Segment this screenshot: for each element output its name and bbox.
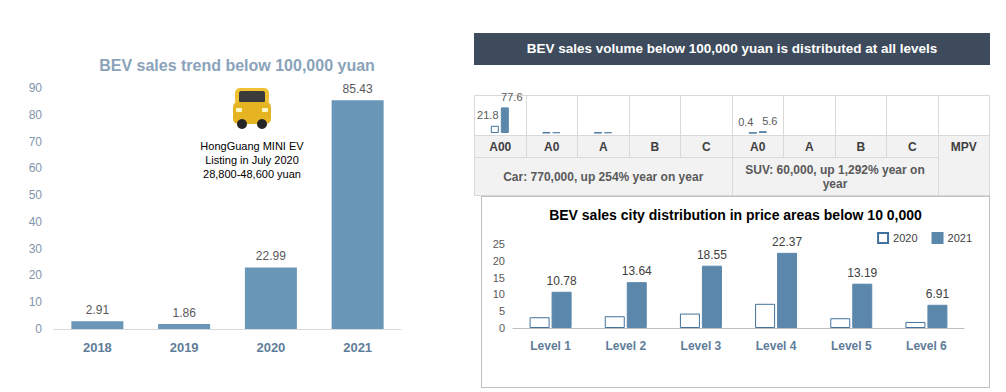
svg-text:2020: 2020 [893,232,917,244]
svg-text:Level 6: Level 6 [906,339,947,353]
svg-text:30: 30 [29,242,43,256]
svg-text:Level 5: Level 5 [831,339,872,353]
svg-text:Level 1: Level 1 [530,339,571,353]
html-text:Car: 770,000, up 254% year on: Car: 770,000, up 254% year on year [503,169,704,184]
svg-text:25: 25 [493,238,505,250]
svg-text:Level 4: Level 4 [756,339,797,353]
svg-text:80: 80 [29,108,43,122]
html-text:A: A [598,139,608,154]
svg-text:22.37: 22.37 [772,235,802,249]
html-text:B: B [650,139,660,154]
html-text:C: C [907,139,917,154]
svg-text:10: 10 [29,295,43,309]
svg-text:15: 15 [493,272,505,284]
svg-text:13.64: 13.64 [622,264,652,278]
svg-text:2021: 2021 [343,340,372,355]
svg-text:2.91: 2.91 [86,303,110,317]
svg-text:13.19: 13.19 [847,266,877,280]
svg-text:10: 10 [493,288,505,300]
svg-text:0.4: 0.4 [738,116,753,128]
svg-text:5.6: 5.6 [762,115,777,127]
svg-text:0: 0 [35,322,42,336]
svg-text:20: 20 [493,255,505,267]
svg-text:2020: 2020 [256,340,285,355]
svg-text:Listing in July 2020: Listing in July 2020 [205,154,299,166]
svg-text:28,800-48,600 yuan: 28,800-48,600 yuan [203,168,301,180]
svg-text:5: 5 [499,305,505,317]
svg-text:Level 2: Level 2 [605,339,646,353]
svg-text:Level 3: Level 3 [681,339,722,353]
svg-text:BEV sales city distribution in: BEV sales city distribution in price are… [549,207,922,223]
svg-text:22.99: 22.99 [256,249,286,263]
html-text:SUV: 60,000, up 1,292% year on: SUV: 60,000, up 1,292% year on year [745,162,925,191]
svg-text:60: 60 [29,161,43,175]
svg-text:6.91: 6.91 [926,287,950,301]
svg-text:2019: 2019 [170,340,199,355]
svg-text:21.8: 21.8 [477,109,498,121]
svg-text:10.78: 10.78 [547,274,577,288]
svg-text:HongGuang MINI EV: HongGuang MINI EV [200,140,304,152]
html-text:MPV: MPV [950,140,977,154]
html-text:A: A [804,139,814,154]
svg-text:77.6: 77.6 [501,91,522,103]
svg-text:50: 50 [29,188,43,202]
svg-text:2018: 2018 [83,340,112,355]
svg-text:BEV sales trend below 100,000: BEV sales trend below 100,000 yuan [99,57,375,74]
html-text:B: B [856,139,866,154]
svg-text:2021: 2021 [948,232,972,244]
html-text:C: C [701,139,711,154]
html-text:A0: A0 [544,139,560,154]
svg-text:90: 90 [29,81,43,95]
svg-text:0: 0 [499,322,505,334]
svg-text:1.86: 1.86 [172,306,196,320]
svg-text:40: 40 [29,215,43,229]
html-text:BEV sales volume below 100,000: BEV sales volume below 100,000 yuan is d… [526,41,938,56]
svg-text:85.43: 85.43 [343,82,373,96]
svg-text:70: 70 [29,135,43,149]
html-text:A00: A00 [489,139,512,154]
html-text:A0: A0 [750,139,766,154]
svg-text:20: 20 [29,268,43,282]
svg-text:18.55: 18.55 [697,248,727,262]
